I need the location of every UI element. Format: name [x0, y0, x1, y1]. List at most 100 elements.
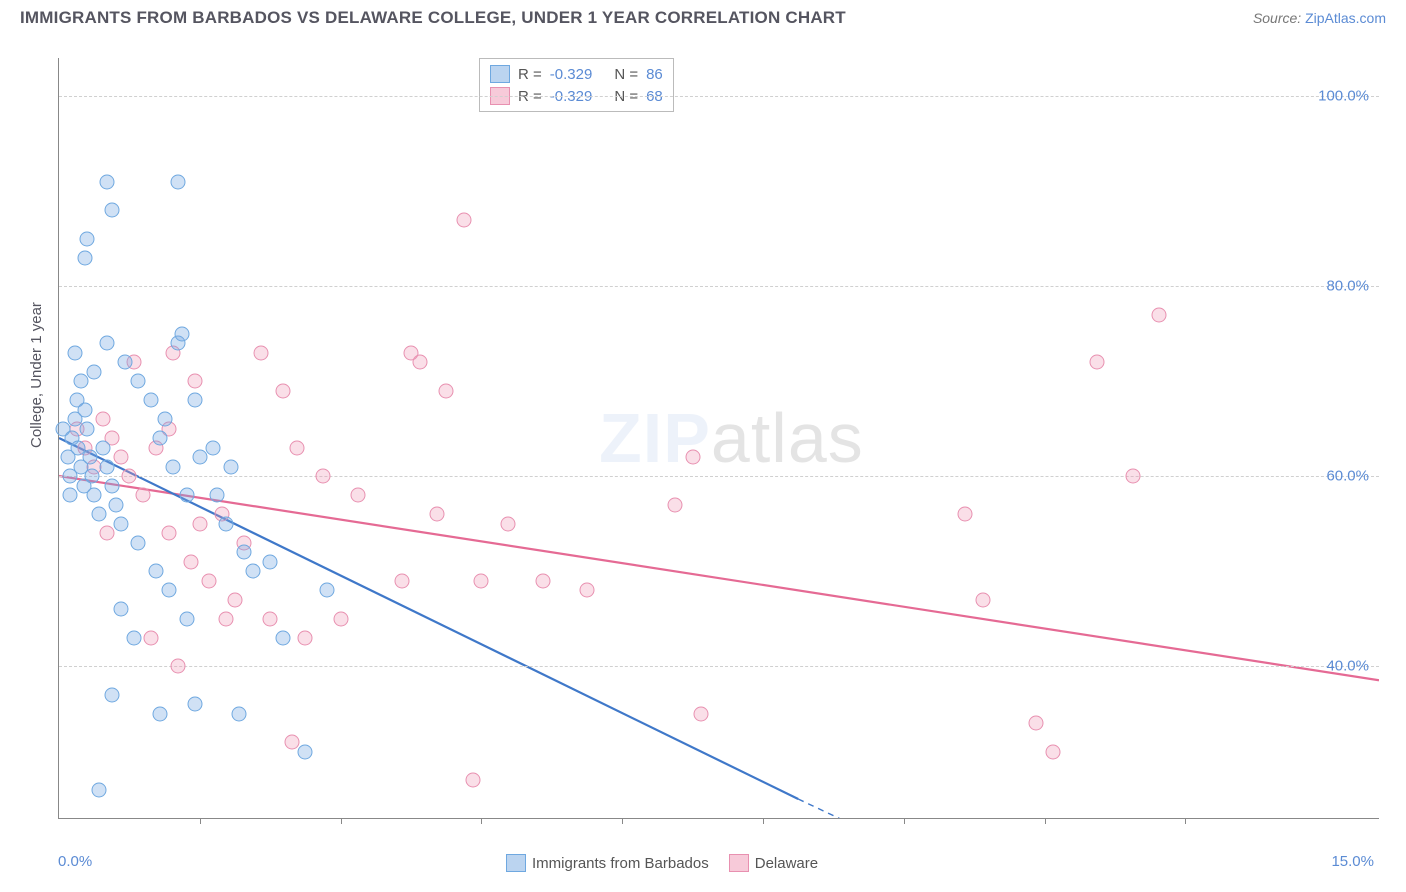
- legend-item-barbados: Immigrants from Barbados: [506, 854, 709, 872]
- data-point-barbados: [85, 469, 100, 484]
- data-point-delaware: [580, 583, 595, 598]
- y-tick-label: 60.0%: [1326, 468, 1369, 485]
- data-point-delaware: [228, 592, 243, 607]
- data-point-delaware: [404, 345, 419, 360]
- legend-label-barbados: Immigrants from Barbados: [532, 855, 709, 872]
- data-point-barbados: [223, 459, 238, 474]
- data-point-barbados: [104, 203, 119, 218]
- data-point-barbados: [96, 440, 111, 455]
- data-point-delaware: [1090, 355, 1105, 370]
- x-tick-mark: [1185, 818, 1186, 824]
- data-point-barbados: [62, 488, 77, 503]
- data-point-barbados: [236, 545, 251, 560]
- data-point-barbados: [104, 478, 119, 493]
- data-point-barbados: [144, 393, 159, 408]
- data-point-barbados: [100, 336, 115, 351]
- data-point-barbados: [82, 450, 97, 465]
- data-point-delaware: [351, 488, 366, 503]
- swatch-blue-icon: [490, 65, 510, 83]
- data-point-delaware: [456, 212, 471, 227]
- data-point-barbados: [67, 345, 82, 360]
- data-point-delaware: [500, 516, 515, 531]
- data-point-barbados: [188, 393, 203, 408]
- data-point-barbados: [87, 488, 102, 503]
- data-point-barbados: [263, 554, 278, 569]
- data-point-barbados: [232, 706, 247, 721]
- n-label: N =: [614, 66, 638, 83]
- correlation-legend: R = -0.329 N = 86 R = -0.329 N = 68: [479, 58, 674, 112]
- data-point-barbados: [170, 174, 185, 189]
- data-point-delaware: [536, 573, 551, 588]
- data-point-barbados: [188, 697, 203, 712]
- data-point-barbados: [104, 687, 119, 702]
- data-point-barbados: [78, 250, 93, 265]
- data-point-delaware: [162, 526, 177, 541]
- gridline: [59, 476, 1379, 477]
- data-point-delaware: [188, 374, 203, 389]
- data-point-delaware: [333, 611, 348, 626]
- chart-header: IMMIGRANTS FROM BARBADOS VS DELAWARE COL…: [0, 0, 1406, 28]
- data-point-barbados: [166, 459, 181, 474]
- data-point-delaware: [1028, 716, 1043, 731]
- data-point-delaware: [135, 488, 150, 503]
- data-point-delaware: [298, 630, 313, 645]
- legend-label-delaware: Delaware: [755, 855, 818, 872]
- data-point-barbados: [153, 431, 168, 446]
- x-tick-right: 15.0%: [1331, 853, 1374, 870]
- legend-item-delaware: Delaware: [729, 854, 818, 872]
- r-value-blue: -0.329: [550, 66, 593, 83]
- data-point-barbados: [91, 507, 106, 522]
- trend-lines-svg: [59, 58, 1379, 818]
- watermark: ZIPatlas: [599, 398, 864, 478]
- data-point-barbados: [153, 706, 168, 721]
- x-tick-mark: [200, 818, 201, 824]
- x-tick-mark: [763, 818, 764, 824]
- data-point-barbados: [175, 326, 190, 341]
- data-point-delaware: [465, 773, 480, 788]
- data-point-barbados: [113, 602, 128, 617]
- data-point-barbados: [179, 488, 194, 503]
- data-point-delaware: [474, 573, 489, 588]
- data-point-delaware: [100, 526, 115, 541]
- x-tick-mark: [622, 818, 623, 824]
- data-point-barbados: [131, 374, 146, 389]
- source-label: Source:: [1253, 10, 1301, 26]
- data-point-delaware: [1125, 469, 1140, 484]
- data-point-delaware: [668, 497, 683, 512]
- data-point-barbados: [126, 630, 141, 645]
- watermark-atlas: atlas: [711, 399, 864, 477]
- chart-title: IMMIGRANTS FROM BARBADOS VS DELAWARE COL…: [20, 8, 846, 28]
- r-label: R =: [518, 66, 542, 83]
- data-point-barbados: [100, 174, 115, 189]
- data-point-delaware: [1046, 744, 1061, 759]
- data-point-barbados: [192, 450, 207, 465]
- data-point-delaware: [430, 507, 445, 522]
- data-point-barbados: [80, 421, 95, 436]
- y-axis-label: College, Under 1 year: [28, 302, 45, 448]
- data-point-barbados: [118, 355, 133, 370]
- gridline: [59, 286, 1379, 287]
- data-point-delaware: [276, 383, 291, 398]
- watermark-zip: ZIP: [599, 399, 711, 477]
- n-value-blue: 86: [646, 66, 663, 83]
- gridline: [59, 96, 1379, 97]
- data-point-barbados: [109, 497, 124, 512]
- data-point-barbados: [320, 583, 335, 598]
- data-point-delaware: [144, 630, 159, 645]
- data-point-delaware: [395, 573, 410, 588]
- data-point-delaware: [122, 469, 137, 484]
- x-tick-mark: [904, 818, 905, 824]
- data-point-delaware: [263, 611, 278, 626]
- y-tick-label: 80.0%: [1326, 278, 1369, 295]
- swatch-pink-icon: [729, 854, 749, 872]
- plot-region: ZIPatlas R = -0.329 N = 86 R = -0.329 N …: [58, 58, 1379, 819]
- data-point-barbados: [276, 630, 291, 645]
- data-point-delaware: [192, 516, 207, 531]
- data-point-delaware: [170, 659, 185, 674]
- data-point-delaware: [958, 507, 973, 522]
- x-tick-mark: [341, 818, 342, 824]
- data-point-delaware: [184, 554, 199, 569]
- data-point-barbados: [179, 611, 194, 626]
- series-legend: Immigrants from Barbados Delaware: [506, 854, 818, 872]
- data-point-barbados: [206, 440, 221, 455]
